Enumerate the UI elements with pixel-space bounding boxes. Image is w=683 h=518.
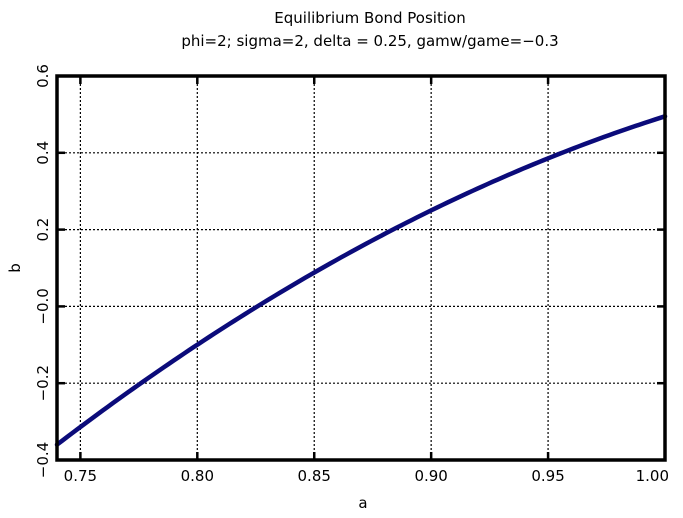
x-axis-label: a [358, 494, 367, 512]
x-tick-label: 0.95 [531, 467, 564, 485]
y-axis-label: b [6, 263, 24, 273]
chart-title: Equilibrium Bond Position [274, 9, 465, 27]
y-tick-labels: −0.4 −0.2 −0.0 0.2 0.4 0.6 [34, 64, 52, 478]
x-tick-labels: 0.75 0.80 0.85 0.90 0.95 1.00 [64, 467, 669, 485]
x-tick-label: 0.85 [298, 467, 331, 485]
y-tick-label: −0.0 [34, 288, 52, 324]
y-tick-label: −0.4 [34, 442, 52, 478]
x-tick-label: 0.90 [414, 467, 447, 485]
tick-marks [57, 74, 667, 462]
y-tick-label: −0.2 [34, 365, 52, 401]
x-tick-label: 0.80 [181, 467, 214, 485]
x-tick-label: 1.00 [636, 467, 669, 485]
y-tick-label: 0.6 [34, 64, 52, 88]
y-tick-label: 0.4 [34, 141, 52, 165]
chart-subtitle: phi=2; sigma=2, delta = 0.25, gamw/game=… [181, 32, 558, 50]
series-layer [54, 114, 668, 447]
series-line [54, 114, 668, 447]
y-tick-label: 0.2 [34, 218, 52, 242]
x-tick-label: 0.75 [64, 467, 97, 485]
plot-frame [55, 74, 667, 462]
grid-lines [57, 76, 665, 460]
